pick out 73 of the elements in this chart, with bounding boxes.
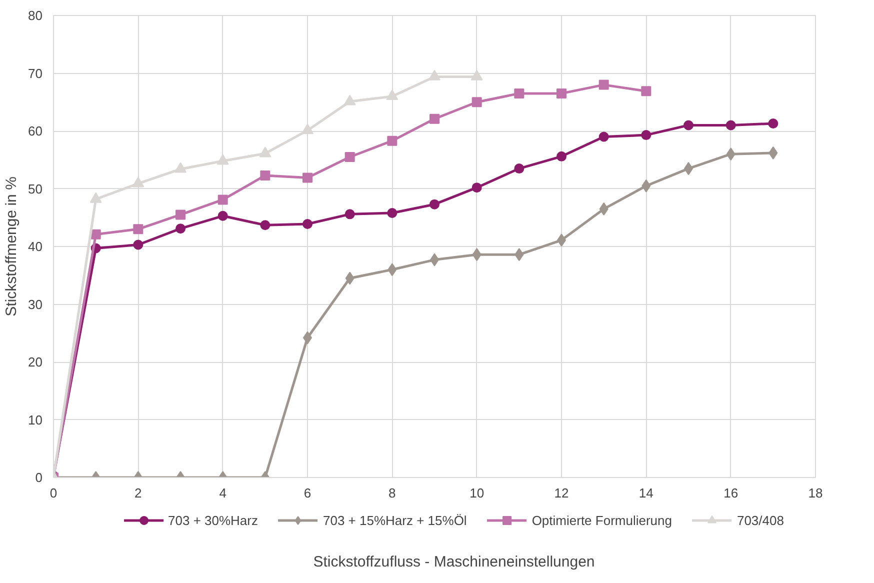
y-tick-label: 40 [28,239,43,254]
point [216,154,229,165]
point [514,248,524,262]
point [556,88,566,98]
legend-label: 703 + 30%Harz [168,512,258,528]
point [641,86,652,96]
point [386,90,398,100]
x-axis-title: Stickstoffzufluss - Maschineneinstellungen [313,554,595,570]
y-tick-label: 80 [28,8,43,23]
point [641,130,652,140]
point [387,208,398,218]
legend-label: 703 + 15%Harz + 15%Öl [323,512,467,528]
point [387,136,398,146]
point [514,88,524,98]
point [259,146,272,158]
y-tick-label: 20 [28,354,43,370]
point [514,164,524,174]
point [176,210,186,220]
x-tick-label: 4 [219,486,226,500]
x-tick-label: 10 [470,486,484,500]
point [345,272,354,285]
x-tick-label: 12 [554,486,569,500]
point [768,118,778,128]
x-tick-label: 8 [388,486,396,500]
point [556,151,566,162]
point [599,202,608,216]
point [642,179,651,192]
x-tick-label: 14 [638,486,654,500]
point [174,162,186,173]
point [472,97,482,108]
y-tick-label: 30 [28,296,43,312]
x-tick-label: 18 [808,486,823,500]
y-tick-label: 60 [28,124,43,138]
point [684,120,694,130]
point [302,172,312,183]
point [726,120,736,130]
point [470,70,483,80]
point [598,80,609,90]
x-tick-label: 0 [50,486,58,500]
point [344,209,355,220]
point [260,170,270,180]
x-tick-label: 6 [304,486,312,500]
legend-label: Optimierte Formulierung [532,512,672,528]
point [133,224,144,234]
point [430,114,440,124]
point [344,152,355,162]
y-axis-title: Stickstoffmenge in % [3,176,20,316]
point [90,192,102,203]
point [768,146,778,160]
point [388,263,397,276]
point [472,182,482,193]
point [176,224,186,234]
point [90,229,101,240]
legend-label: 703/408 [736,512,784,528]
point [726,148,736,161]
point [430,199,440,210]
y-tick-label: 70 [28,66,43,81]
point [132,176,144,188]
point [302,124,314,134]
point [302,218,312,229]
point [133,240,144,250]
point [472,248,482,262]
x-tick-label: 2 [134,486,142,500]
x-tick-label: 16 [724,486,738,500]
point [218,194,228,205]
y-tick-label: 10 [28,412,43,428]
point [428,70,440,80]
point [260,220,270,230]
y-tick-label: 0 [35,470,43,485]
point [218,210,228,221]
point [344,94,356,106]
y-tick-label: 50 [28,181,43,196]
point [598,132,609,142]
